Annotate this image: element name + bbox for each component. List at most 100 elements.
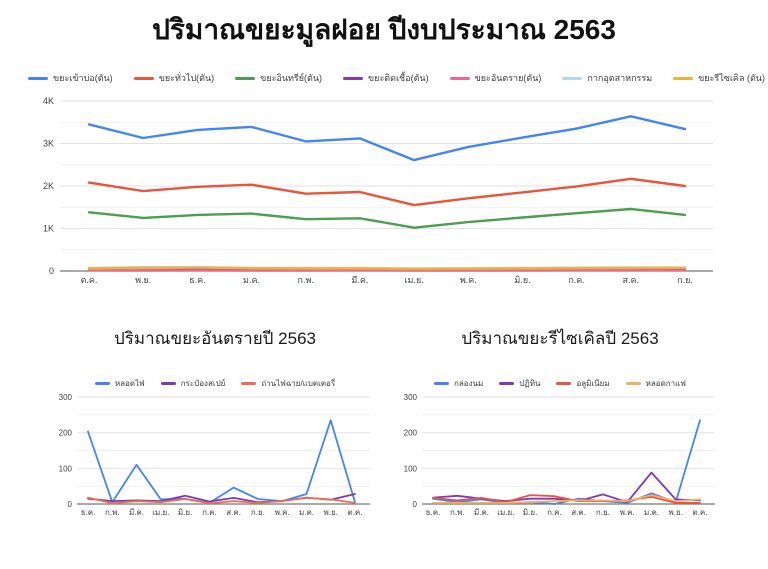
- x-tick-label: ม.ค.: [299, 508, 314, 517]
- x-tick-label: ม.ค.: [243, 275, 260, 285]
- legend-item: ถ่านไฟฉาย/แบตเตอรี่: [241, 377, 335, 390]
- series-line-1: [87, 177, 687, 207]
- recycle-chart-plot: 0 100 200 300 ธ.ค. ก.พ. มี.ค. เม.ย. มิ.ย. ก.ค. ส.ค…: [404, 393, 715, 517]
- x-tick-label: ต.ค.: [693, 508, 708, 517]
- legend-label: หลอดไฟ: [114, 378, 145, 388]
- x-tick-label: ม.ค.: [644, 508, 659, 517]
- legend-swatch: [343, 76, 364, 80]
- legend-label: ถ่านไฟฉาย/แบตเตอรี่: [261, 378, 336, 388]
- legend-item: ปฏิทิน: [499, 377, 540, 390]
- y-tick-label: 100: [404, 464, 418, 473]
- x-tick-label: พ.ค.: [620, 508, 635, 517]
- x-tick-label: ก.ค.: [568, 275, 584, 285]
- x-tick-label: มี.ค.: [129, 508, 144, 517]
- legend-swatch: [673, 76, 694, 80]
- legend-swatch: [556, 381, 572, 385]
- hazardous-waste-chart: ปริมาณขยะอันตรายปี 2563 หลอดไฟ กระป๋องสเป…: [40, 324, 390, 530]
- legend-swatch: [160, 381, 176, 385]
- legend-item: หลอดกาแฟ: [625, 377, 686, 390]
- series-line-6: [87, 266, 687, 271]
- x-tick-label: พ.ค.: [460, 275, 477, 285]
- x-tick-label: ก.ค.: [202, 508, 217, 517]
- y-tick-label: 300: [404, 393, 418, 402]
- x-tick-label: มิ.ย.: [523, 508, 537, 517]
- main-waste-chart: ขยะเข้าบ่อ(ตัน) ขยะทั่วไป(ตัน) ขยะอินทรีย์…: [28, 66, 765, 290]
- recycle-waste-chart: ปริมาณขยะรีไซเคิลปี 2563 กล่องนม ปฏิทิน อล…: [385, 324, 735, 530]
- legend-item: กล่องนม: [434, 377, 483, 390]
- legend-item: ขยะทั่วไป(ตัน): [133, 71, 215, 85]
- legend-item: ขยะอันตราย(ตัน): [449, 71, 542, 85]
- legend-label: กระป๋องสเปย์: [180, 378, 226, 388]
- legend-label: อลูมิเนียม: [576, 378, 610, 388]
- legend-swatch: [625, 381, 641, 385]
- legend-item: อลูมิเนียม: [556, 377, 610, 390]
- legend-label: ขยะรีไซเคิล (ตัน): [698, 73, 765, 83]
- hazardous-chart-title: ปริมาณขยะอันตรายปี 2563: [114, 329, 316, 348]
- x-tick-label: เม.ย.: [497, 508, 514, 517]
- y-tick-label: 0: [68, 500, 73, 509]
- legend-item: ขยะรีไซเคิล (ตัน): [673, 71, 765, 85]
- hazardous-chart-legend: หลอดไฟ กระป๋องสเปย์ ถ่านไฟฉาย/แบตเตอรี่: [40, 376, 390, 390]
- x-tick-label: ธ.ค.: [426, 508, 441, 517]
- main-chart-legend: ขยะเข้าบ่อ(ตัน) ขยะทั่วไป(ตัน) ขยะอินทรีย์…: [28, 66, 765, 90]
- x-tick-label: ต.ค.: [348, 508, 363, 517]
- legend-label: ขยะทั่วไป(ตัน): [158, 73, 215, 83]
- legend-swatch: [562, 76, 583, 80]
- legend-swatch: [133, 76, 154, 80]
- x-tick-label: ก.ย.: [251, 508, 265, 517]
- x-tick-label: พ.ย.: [668, 508, 682, 517]
- series-line-3: [432, 494, 701, 504]
- legend-item: หลอดไฟ: [94, 377, 145, 390]
- legend-swatch: [235, 76, 256, 80]
- x-tick-label: พ.ย.: [135, 275, 151, 285]
- x-tick-label: ส.ค.: [571, 508, 586, 517]
- main-chart-plot: 0 1K 2K 3K 4K ต.ค. พ.ย. ธ.ค. ม.ค. ก.พ. มี.ค. เม.ย. พ…: [43, 96, 713, 285]
- legend-label: หลอดกาแฟ: [645, 378, 686, 388]
- y-tick-label: 1K: [43, 224, 54, 234]
- legend-label: ขยะเข้าบ่อ(ตัน): [53, 73, 113, 83]
- y-tick-label: 300: [59, 393, 73, 402]
- series-line-2: [87, 496, 356, 505]
- x-tick-label: ก.พ.: [105, 508, 120, 517]
- x-tick-label: มี.ค.: [351, 275, 368, 285]
- legend-swatch: [28, 76, 49, 80]
- y-tick-label: 100: [59, 464, 73, 473]
- series-line-0: [87, 115, 687, 162]
- legend-item: กากอุตสาหกรรม: [562, 71, 652, 85]
- x-tick-label: เม.ย.: [404, 275, 423, 285]
- x-tick-label: มิ.ย.: [178, 508, 192, 517]
- hazardous-chart-plot: 0 100 200 300 ธ.ค. ก.พ. มี.ค. เม.ย. มิ.ย. ก.ค. ส.ค…: [59, 393, 370, 517]
- legend-label: ขยะอันตราย(ตัน): [474, 73, 542, 83]
- series-line-2: [87, 207, 687, 229]
- legend-label: ขยะติดเชื้อ(ตัน): [368, 73, 429, 83]
- legend-item: ขยะอินทรีย์(ตัน): [235, 71, 322, 85]
- x-tick-label: มิ.ย.: [514, 275, 530, 285]
- y-tick-label: 200: [404, 429, 418, 438]
- x-tick-label: มี.ค.: [474, 508, 489, 517]
- recycle-chart-title: ปริมาณขยะรีไซเคิลปี 2563: [461, 329, 659, 348]
- legend-item: ขยะติดเชื้อ(ตัน): [343, 71, 429, 85]
- x-tick-label: ต.ค.: [81, 275, 98, 285]
- legend-swatch: [241, 381, 257, 385]
- legend-item: ขยะเข้าบ่อ(ตัน): [28, 71, 113, 85]
- page-title: ปริมาณขยะมูลฝอย ปีงบประมาณ 2563: [152, 14, 616, 45]
- x-tick-label: พ.ย.: [323, 508, 337, 517]
- x-tick-label: ก.พ.: [298, 275, 314, 285]
- y-tick-label: 2K: [43, 181, 54, 191]
- x-tick-label: ส.ค.: [623, 275, 640, 285]
- legend-swatch: [434, 381, 450, 385]
- x-tick-label: เม.ย.: [152, 508, 169, 517]
- x-tick-label: ก.ย.: [596, 508, 610, 517]
- recycle-chart-legend: กล่องนม ปฏิทิน อลูมิเนียม หลอดกาแฟ: [385, 376, 735, 390]
- legend-label: กากอุตสาหกรรม: [587, 73, 653, 83]
- legend-swatch: [449, 76, 470, 80]
- legend-item: กระป๋องสเปย์: [160, 377, 226, 390]
- y-tick-label: 0: [413, 500, 418, 509]
- x-tick-label: ก.พ.: [450, 508, 465, 517]
- y-tick-label: 0: [49, 266, 54, 276]
- x-tick-label: ธ.ค.: [189, 275, 206, 285]
- x-tick-label: ก.ค.: [547, 508, 562, 517]
- x-tick-label: ก.ย.: [677, 275, 693, 285]
- y-tick-label: 200: [59, 429, 73, 438]
- legend-swatch: [94, 381, 110, 385]
